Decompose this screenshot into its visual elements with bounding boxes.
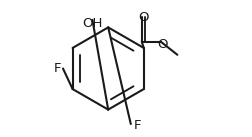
Text: OH: OH: [82, 17, 103, 30]
Text: F: F: [134, 119, 141, 132]
Text: O: O: [138, 11, 148, 24]
Text: F: F: [53, 62, 61, 75]
Text: O: O: [157, 38, 168, 51]
